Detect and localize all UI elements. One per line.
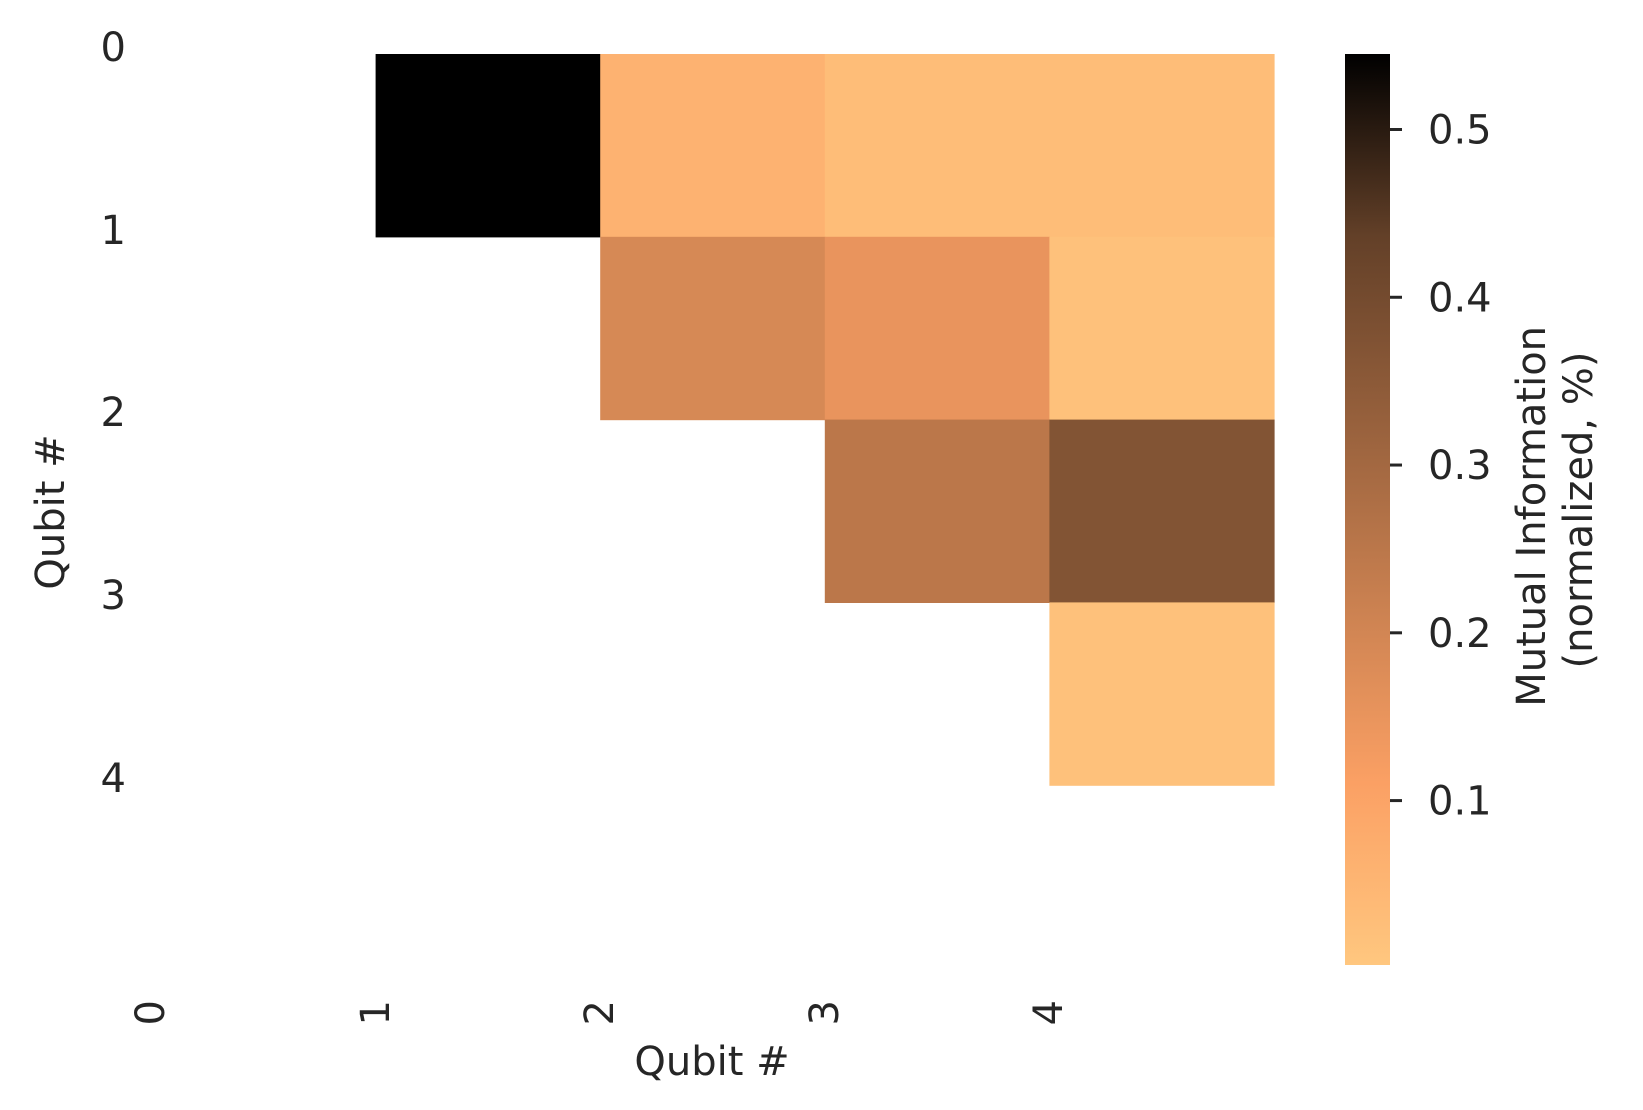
colorbar-tick-label: 0.5 [1428, 107, 1492, 153]
heatmap-cell [824, 419, 1050, 603]
y-tick-label: 3 [101, 573, 126, 619]
colorbar-label-line2: (normalized, %) [1556, 352, 1602, 669]
heatmap-cell [600, 54, 826, 238]
heatmap-cell [1049, 419, 1275, 603]
heatmap-cell [824, 236, 1050, 421]
colorbar-tick-label: 0.1 [1428, 779, 1492, 825]
colorbar: 0.1 0.2 0.3 0.4 0.5 Mutual Information (norm… [1345, 54, 1602, 965]
colorbar-tick-label: 0.2 [1428, 611, 1492, 657]
heatmap-cell [600, 236, 826, 421]
y-axis: 0 1 2 3 4 Qubit # [28, 25, 126, 802]
x-tick-label: 2 [577, 1000, 623, 1025]
colorbar-ticks: 0.1 0.2 0.3 0.4 0.5 [1390, 107, 1492, 825]
y-tick-label: 0 [101, 25, 126, 71]
y-tick-label: 1 [101, 208, 126, 254]
colorbar-tick-label: 0.3 [1428, 443, 1492, 489]
colorbar-tick-label: 0.4 [1428, 275, 1492, 321]
x-tick-label: 1 [353, 1000, 399, 1025]
y-tick-label: 4 [101, 756, 126, 802]
x-axis-label: Qubit # [634, 1039, 789, 1085]
x-axis: 0 1 2 3 4 Qubit # [128, 1000, 1072, 1085]
heatmap-cell [1049, 602, 1275, 786]
heatmap-cell [1049, 54, 1275, 238]
colorbar-label: Mutual Information (normalized, %) [1509, 313, 1602, 707]
heatmap-cells [375, 54, 1275, 786]
x-tick-label: 0 [128, 1000, 174, 1025]
y-tick-label: 2 [101, 390, 126, 436]
colorbar-gradient [1345, 54, 1390, 965]
colorbar-label-line1: Mutual Information [1509, 326, 1555, 707]
heatmap-cell [824, 54, 1050, 238]
x-tick-label: 3 [802, 1000, 848, 1025]
heatmap-cell [1049, 236, 1275, 421]
y-axis-label: Qubit # [28, 434, 74, 589]
heatmap-cell [375, 54, 601, 238]
x-tick-label: 4 [1026, 1000, 1072, 1025]
